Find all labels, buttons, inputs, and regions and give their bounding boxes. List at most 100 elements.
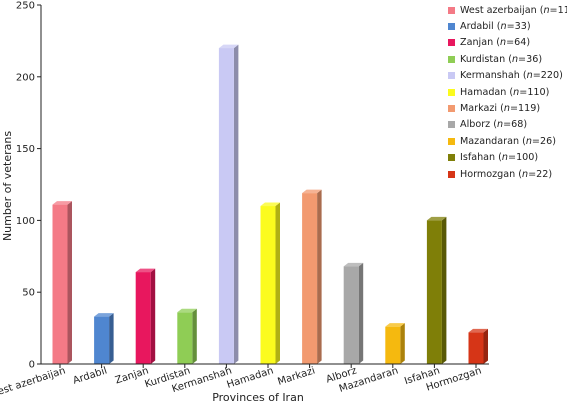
bar-ardabil <box>94 313 114 364</box>
y-tick-label: 250 <box>16 1 35 12</box>
chart-legend: West azerbaijan (n=111)Ardabil (n=33)Zan… <box>448 2 567 182</box>
legend-item: Isfahan (n = 100) <box>448 150 566 166</box>
bar-hamadan <box>260 202 280 364</box>
bars <box>52 44 488 365</box>
legend-count: 64 <box>514 37 527 49</box>
bar-side <box>317 189 322 364</box>
legend-swatch <box>448 154 455 162</box>
legend-swatch <box>448 72 455 80</box>
bar-isfahan <box>426 216 447 364</box>
bar-side <box>275 202 280 364</box>
legend-label: Mazandaran <box>460 135 520 147</box>
legend-label: Zanjan <box>460 37 494 49</box>
legend-item: Hamadan (n = 110) <box>448 84 566 100</box>
bar-side <box>358 262 364 364</box>
legend-label: Kermanshah <box>460 70 520 82</box>
bar-front <box>135 272 151 364</box>
legend-count: 26 <box>539 135 553 147</box>
bar-front <box>385 326 401 364</box>
bar-top <box>260 202 280 207</box>
y-tick-label: 0 <box>29 360 35 371</box>
y-axis-title: Number of veterans <box>1 131 14 241</box>
bar-front <box>177 312 193 364</box>
legend-count: 68 <box>511 119 524 131</box>
bar-front <box>343 266 359 364</box>
bar-side <box>192 308 197 364</box>
bar-side <box>109 313 114 364</box>
legend-count: 22 <box>536 168 549 180</box>
bar-top <box>218 44 239 49</box>
bar-kurdistan <box>177 308 197 364</box>
legend-item: Alborz (n = 68) <box>448 117 566 133</box>
bar-side <box>150 268 156 364</box>
bar-side <box>441 216 447 364</box>
x-axis-title: Provinces of Iran <box>212 391 304 404</box>
legend-count: 100 <box>516 152 535 164</box>
legend-label: Isfahan <box>460 152 496 164</box>
legend-item: Markazi (n = 119) <box>448 100 566 116</box>
bar-front <box>468 332 484 364</box>
legend-swatch <box>448 121 455 129</box>
bar-front <box>52 204 68 364</box>
bar-front <box>218 48 234 365</box>
bar-zanjan <box>135 268 156 364</box>
bar-top <box>52 201 72 205</box>
legend-item: Ardabil (n = 33) <box>448 18 566 34</box>
legend-label: West azerbaijan <box>460 4 537 16</box>
bar-alborz <box>343 262 364 364</box>
bar-top <box>468 328 488 333</box>
legend-count: 220 <box>540 70 560 82</box>
x-tick-label: Markazi <box>276 365 316 387</box>
legend-label: Kurdistan <box>460 53 506 65</box>
bar-front <box>302 193 318 364</box>
legend-swatch <box>448 23 455 31</box>
bar-side <box>483 328 488 364</box>
legend-label: Hormozgan <box>460 168 516 180</box>
y-tick-label: 150 <box>16 144 35 155</box>
bar-west-azerbaijan <box>52 201 72 364</box>
bar-side <box>400 323 405 364</box>
bar-top <box>385 323 405 327</box>
bar-kermanshah <box>218 44 239 365</box>
bar-top <box>177 308 197 313</box>
legend-item: West azerbaijan (n=111) <box>448 2 567 18</box>
legend-item: Kermanshah (n = 220) <box>448 68 566 84</box>
x-tick-label: Hamadan <box>226 365 275 390</box>
bar-side <box>67 201 72 364</box>
y-tick-label: 50 <box>22 288 35 299</box>
bar-top <box>343 262 364 267</box>
legend-item: Hormozgan (n = 22) <box>448 166 566 182</box>
y-tick-label: 100 <box>16 216 35 227</box>
x-tick-label: Ardabil <box>72 365 109 386</box>
legend-label: Alborz <box>460 119 491 131</box>
bar-markazi <box>302 189 322 364</box>
legend-count: 119 <box>518 103 537 115</box>
bar-top <box>302 189 322 194</box>
bar-front <box>426 220 442 364</box>
legend-swatch <box>448 105 455 113</box>
legend-count: 110 <box>527 86 546 98</box>
bar-front <box>260 206 276 364</box>
legend-label: Markazi <box>460 103 498 115</box>
bar-hormozgan <box>468 328 488 364</box>
legend-label: Ardabil <box>460 21 494 33</box>
legend-item: Mazandaran (n = 26) <box>448 133 566 149</box>
legend-swatch <box>448 137 455 145</box>
legend-item: Zanjan (n = 64) <box>448 35 566 51</box>
bar-side <box>233 44 239 364</box>
legend-item: Kurdistan (n = 36) <box>448 51 566 67</box>
x-tick-label: West azerbaijan <box>0 365 67 400</box>
legend-label: Hamadan <box>460 86 507 98</box>
legend-count: 33 <box>514 21 527 33</box>
bar-front <box>94 316 110 364</box>
bar-top <box>426 216 447 221</box>
bar-top <box>135 268 156 273</box>
legend-count: 111 <box>557 4 567 16</box>
y-tick-label: 200 <box>16 72 35 83</box>
bar-top <box>94 313 114 317</box>
legend-count: 36 <box>526 53 539 65</box>
legend-swatch <box>448 88 455 96</box>
legend-swatch <box>448 55 455 63</box>
